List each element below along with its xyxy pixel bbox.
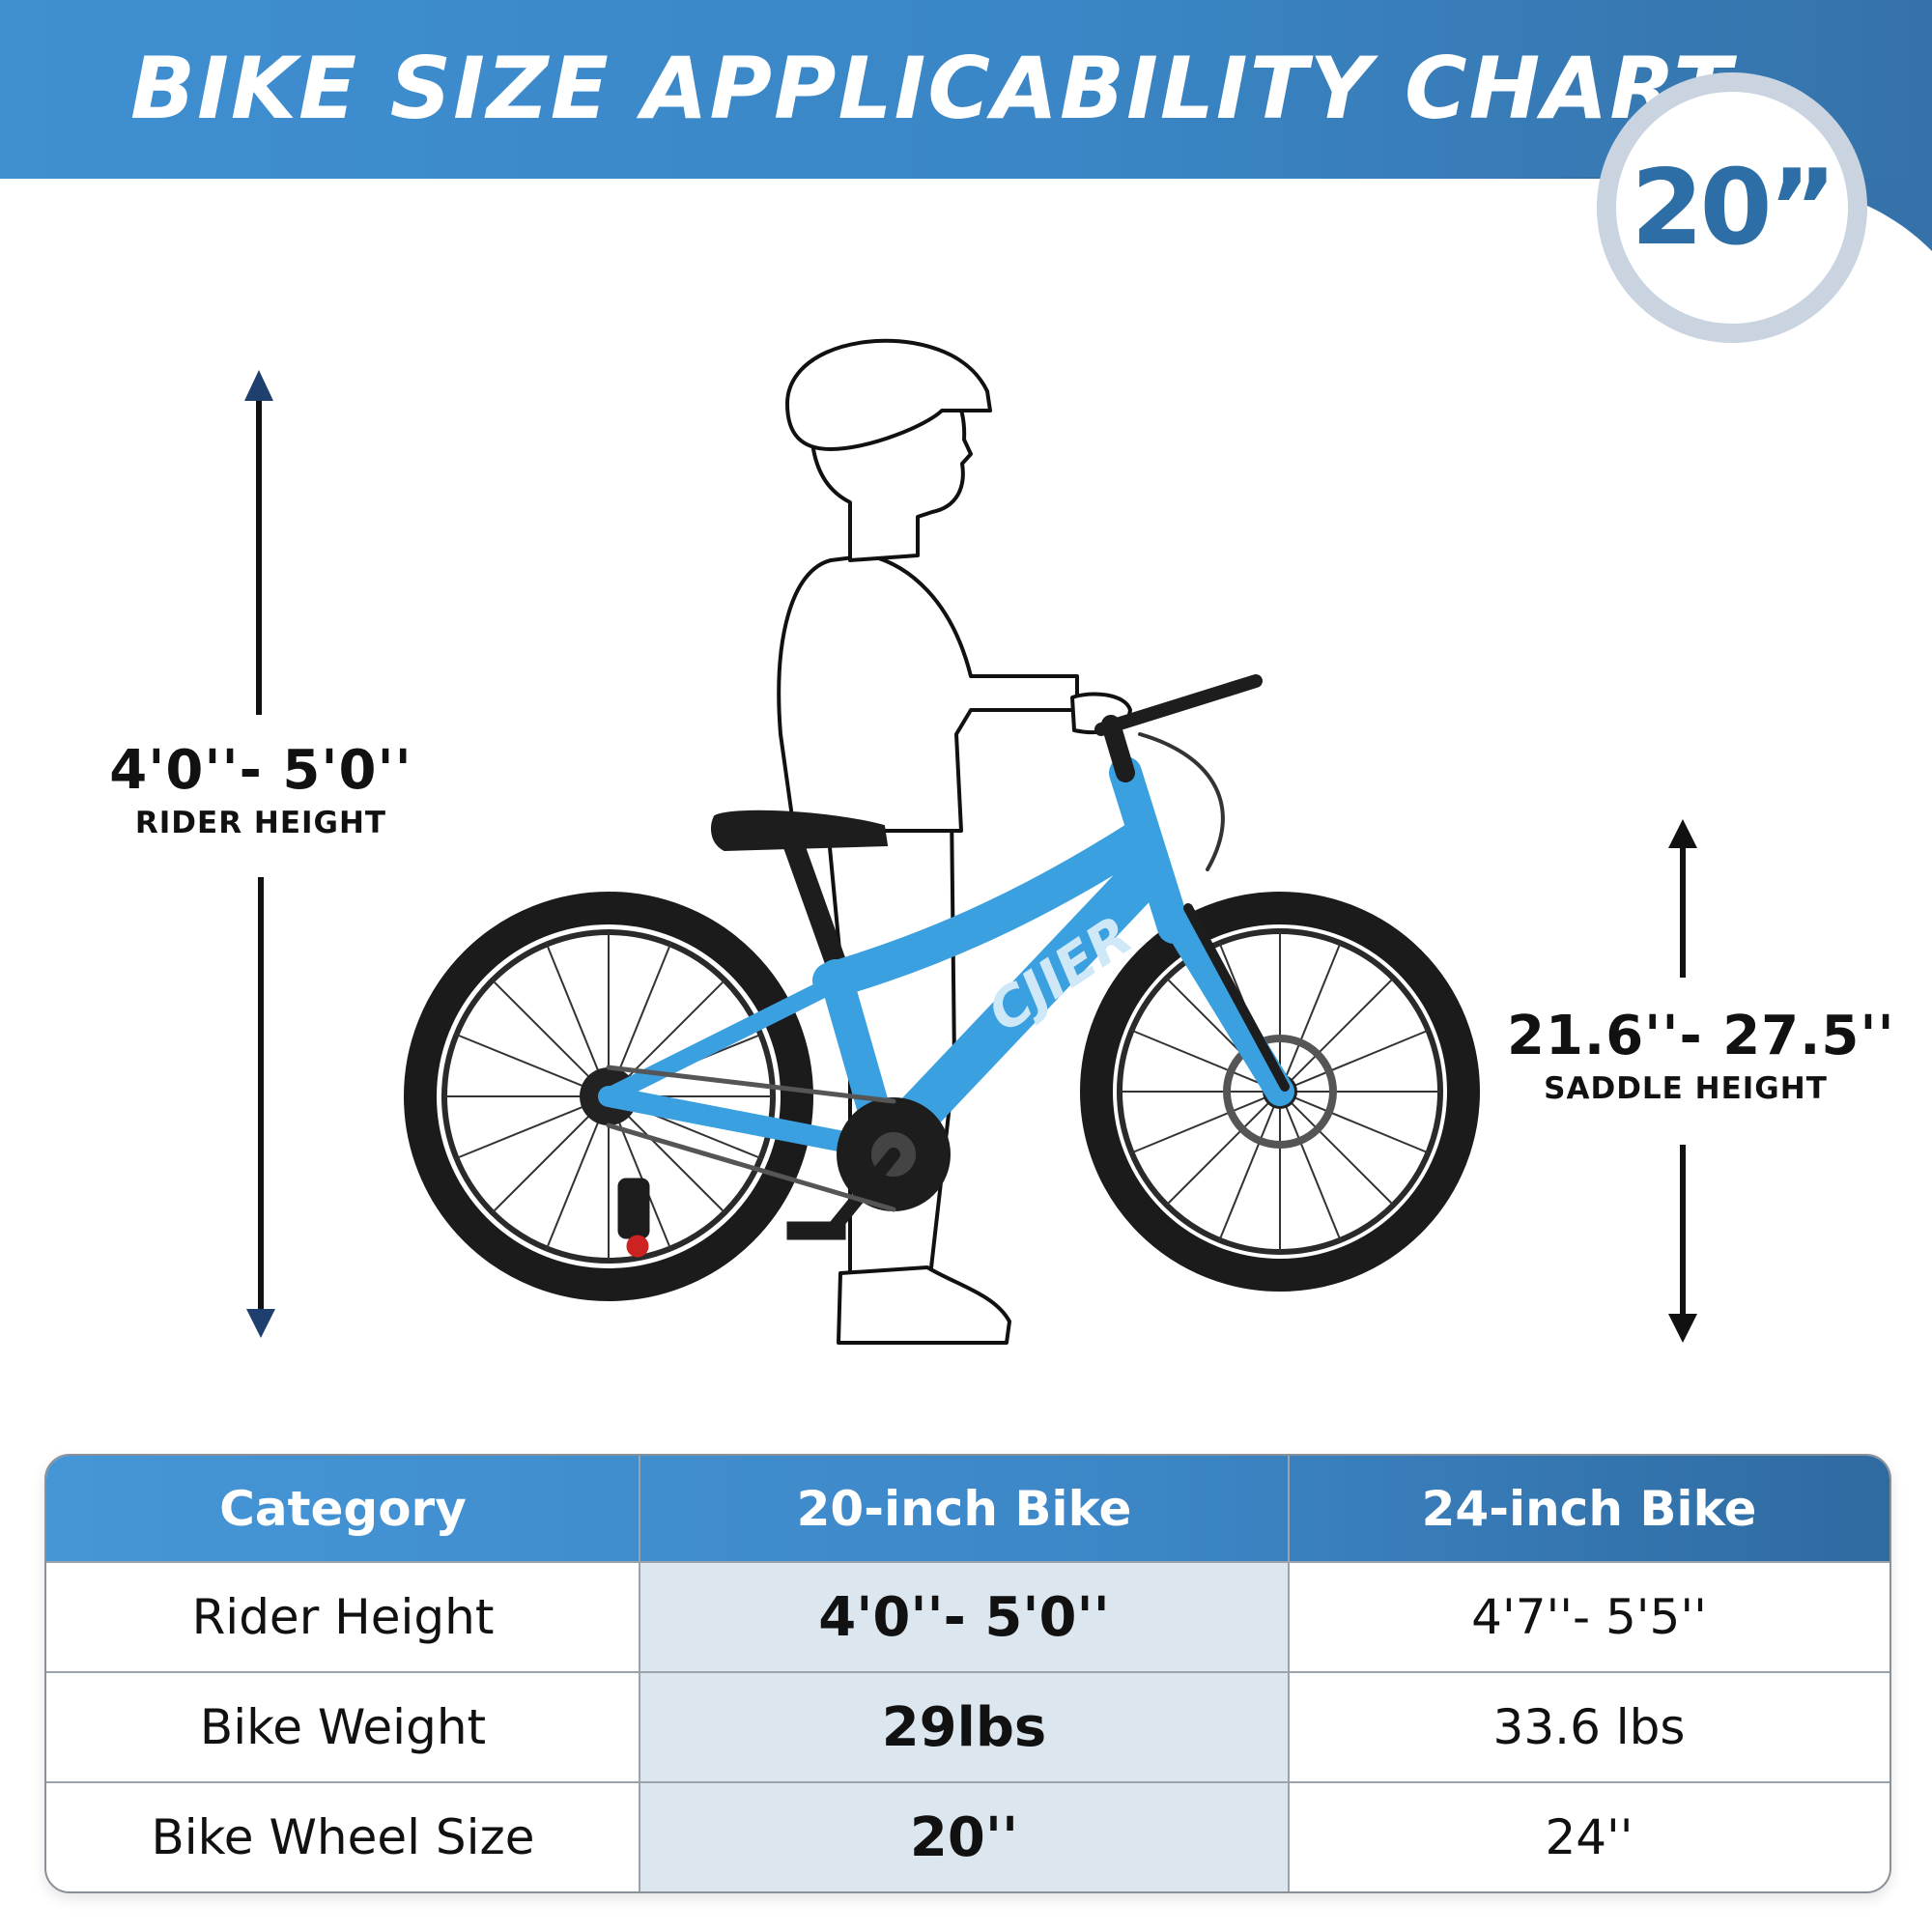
table-header-24-inch: 24-inch Bike <box>1421 1480 1757 1537</box>
table-cell-24-inch: 4'7''- 5'5'' <box>1471 1589 1707 1645</box>
rider-outline <box>777 338 1132 1345</box>
header-banner: BIKE SIZE APPLICABILITY CHART <box>0 0 1932 179</box>
saddle-height-measure: 21.6''- 27.5'' SADDLE HEIGHT <box>1507 1005 1895 1106</box>
spec-table: Category 20-inch Bike 24-inch Bike Rider… <box>44 1454 1891 1893</box>
table-header-20-inch: 20-inch Bike <box>796 1480 1132 1537</box>
table-cell-20-inch: 20'' <box>909 1805 1019 1869</box>
table-cell-20-inch: 29lbs <box>881 1695 1047 1759</box>
rider-height-measure: 4'0''- 5'0'' RIDER HEIGHT <box>106 739 415 840</box>
bike-illustration: CJIER <box>244 338 1697 1345</box>
table-cell-20-inch: 4'0''- 5'0'' <box>818 1585 1110 1649</box>
row-divider <box>46 1561 1889 1563</box>
row-divider <box>46 1781 1889 1783</box>
rider-height-arrow <box>244 370 275 1338</box>
saddle-height-arrow <box>1668 819 1697 1343</box>
rider-height-label: RIDER HEIGHT <box>134 806 387 840</box>
saddle-height-value: 21.6''- 27.5'' <box>1507 1005 1895 1067</box>
row-divider <box>46 1671 1889 1673</box>
wheel-size-badge: 20” <box>1597 72 1867 343</box>
saddle-height-label: SADDLE HEIGHT <box>1544 1071 1828 1106</box>
table-cell-category: Bike Wheel Size <box>151 1809 535 1865</box>
table-cell-24-inch: 24'' <box>1545 1809 1634 1865</box>
table-cell-category: Rider Height <box>191 1589 495 1645</box>
table-header-category: Category <box>219 1480 467 1537</box>
wheel-size-badge-text: 20” <box>1631 147 1836 269</box>
column-divider <box>1288 1456 1290 1891</box>
page-title: BIKE SIZE APPLICABILITY CHART <box>130 39 1734 138</box>
column-divider <box>639 1456 640 1891</box>
table-cell-category: Bike Weight <box>199 1699 487 1755</box>
header-curve <box>1449 176 1932 251</box>
bike-frame <box>598 674 1294 1258</box>
table-cell-24-inch: 33.6 lbs <box>1492 1699 1686 1755</box>
highlight-column <box>639 1561 1289 1891</box>
table-header: Category 20-inch Bike 24-inch Bike <box>46 1456 1889 1561</box>
rider-height-value: 4'0''- 5'0'' <box>109 739 412 802</box>
